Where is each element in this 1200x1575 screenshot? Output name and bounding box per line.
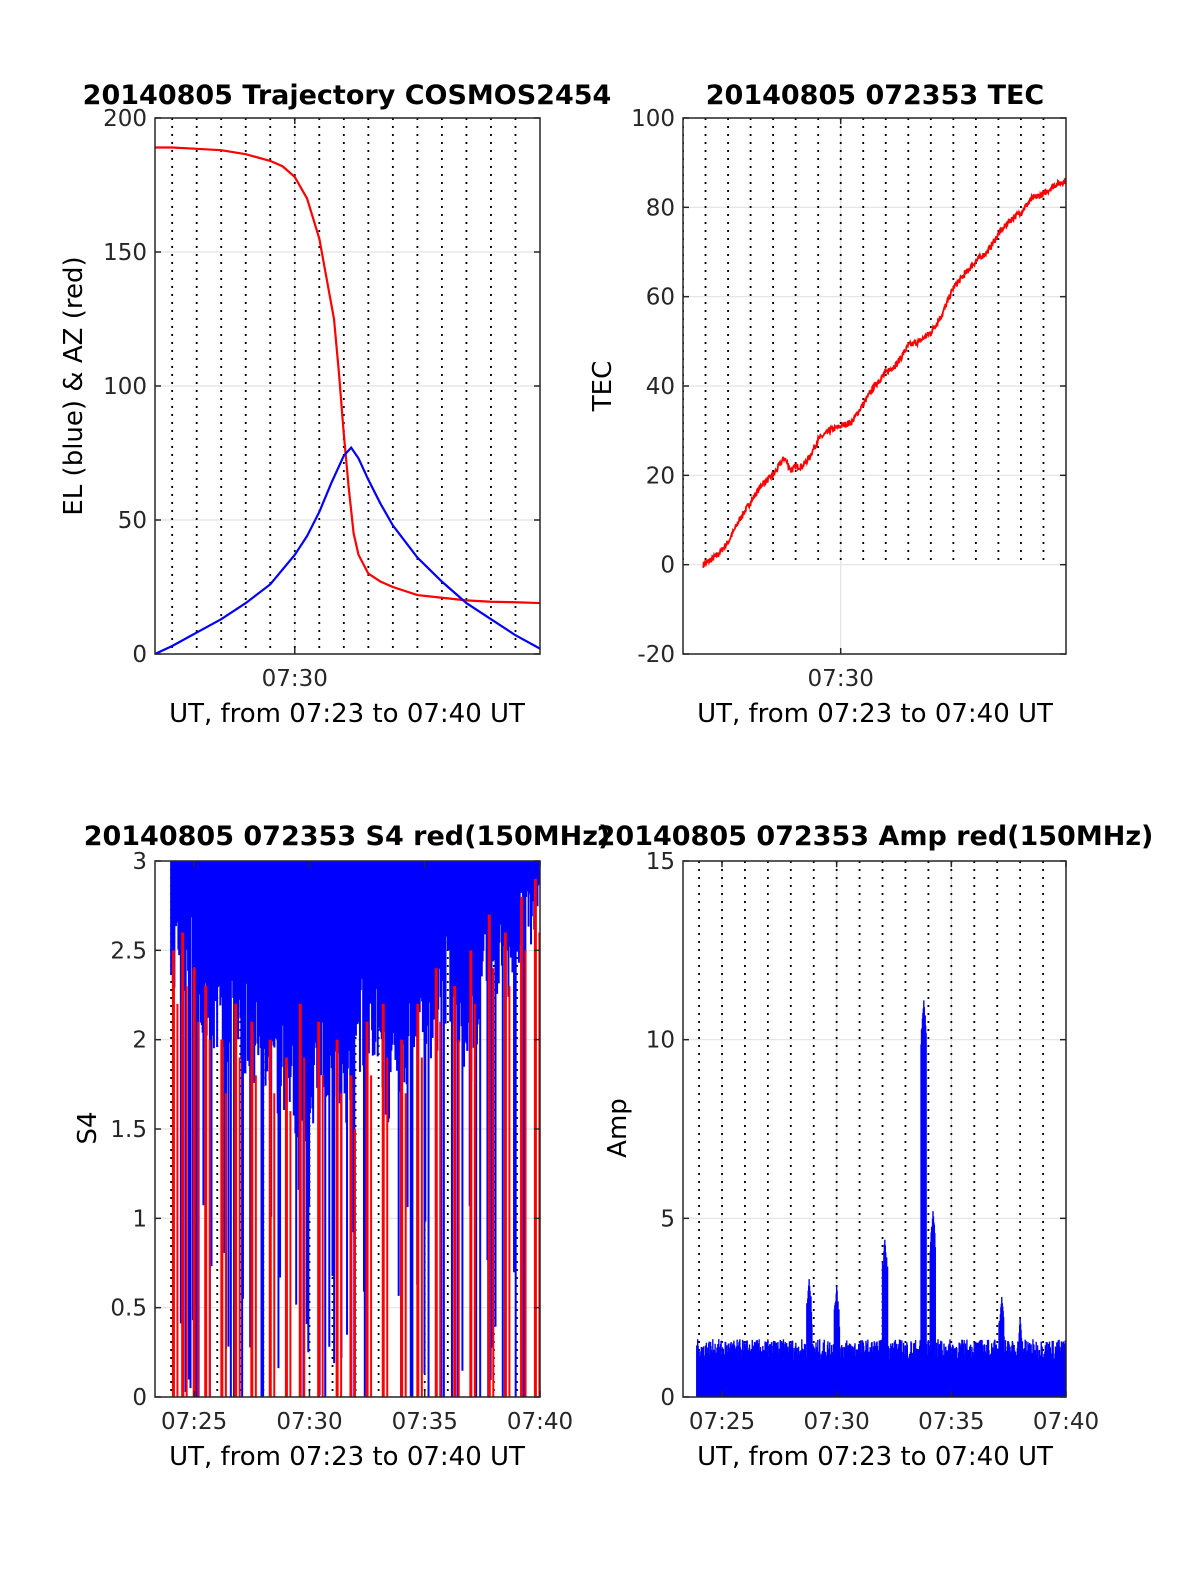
y-tick-label: 200	[103, 106, 147, 132]
y-tick-label: 0	[132, 1385, 147, 1411]
x-tick-label: 07:35	[392, 1409, 458, 1435]
x-tick-label: 07:30	[262, 666, 328, 692]
y-axis-label: Amp	[603, 1098, 633, 1158]
y-tick-label: 20	[646, 463, 675, 489]
y-tick-label: 2	[132, 1028, 147, 1054]
y-tick-label: 2.5	[110, 938, 147, 964]
series-line	[702, 178, 1066, 568]
y-tick-label: -20	[637, 642, 675, 668]
series-line	[155, 146, 540, 605]
y-tick-label: 3	[132, 849, 147, 875]
chart-title: 20140805 Trajectory COSMOS2454	[83, 80, 612, 111]
y-tick-label: 40	[646, 374, 675, 400]
chart-title: 20140805 072353 TEC	[706, 80, 1045, 111]
y-tick-label: 1	[132, 1206, 147, 1232]
y-tick-label: 60	[646, 285, 675, 311]
plot-content	[683, 118, 1066, 568]
y-axis-label: S4	[73, 1111, 103, 1144]
y-tick-label: 0	[132, 642, 147, 668]
y-tick-label: 15	[646, 849, 675, 875]
x-tick-label: 07:40	[507, 1409, 573, 1435]
y-tick-label: 100	[103, 374, 147, 400]
x-tick-label: 07:30	[276, 1409, 342, 1435]
x-axis-label: UT, from 07:23 to 07:40 UT	[697, 699, 1053, 729]
plot-content	[170, 861, 540, 1397]
x-axis-label: UT, from 07:23 to 07:40 UT	[169, 699, 525, 729]
chart-title: 20140805 072353 Amp red(150MHz)	[597, 821, 1154, 852]
trajectory-chart: 20140805 Trajectory COSMOS2454 UT, from …	[59, 80, 611, 729]
tec-chart: 20140805 072353 TEC UT, from 07:23 to 07…	[588, 80, 1067, 729]
plot-area	[683, 861, 1066, 1397]
s4-chart: 20140805 072353 S4 red(150MHz) UT, from …	[73, 821, 610, 1472]
y-axis-label: EL (blue) & AZ (red)	[59, 256, 89, 515]
x-tick-label: 07:30	[808, 666, 874, 692]
series-line	[155, 445, 540, 654]
y-tick-label: 100	[631, 106, 675, 132]
amp-chart: 20140805 072353 Amp red(150MHz) UT, from…	[597, 821, 1154, 1472]
x-tick-label: 07:30	[804, 1409, 870, 1435]
y-axis-label: TEC	[588, 361, 618, 412]
axes-frame	[682, 860, 1067, 1398]
x-tick-label: 07:40	[1033, 1409, 1099, 1435]
chart-title: 20140805 072353 S4 red(150MHz)	[84, 821, 611, 852]
y-tick-label: 0	[660, 553, 675, 579]
y-tick-label: 50	[118, 508, 147, 534]
y-tick-label: 0	[660, 1385, 675, 1411]
x-axis-label: UT, from 07:23 to 07:40 UT	[697, 1442, 1053, 1472]
x-axis-label: UT, from 07:23 to 07:40 UT	[169, 1442, 525, 1472]
y-tick-label: 1.5	[110, 1117, 147, 1143]
x-tick-label: 07:35	[918, 1409, 984, 1435]
x-tick-label: 07:25	[161, 1409, 227, 1435]
y-tick-label: 0.5	[110, 1296, 147, 1322]
y-tick-label: 80	[646, 195, 675, 221]
y-tick-label: 150	[103, 240, 147, 266]
plot-content	[696, 861, 1066, 1397]
x-tick-label: 07:25	[689, 1409, 755, 1435]
y-tick-label: 10	[646, 1028, 675, 1054]
plot-content	[155, 118, 540, 654]
y-tick-label: 5	[660, 1206, 675, 1232]
